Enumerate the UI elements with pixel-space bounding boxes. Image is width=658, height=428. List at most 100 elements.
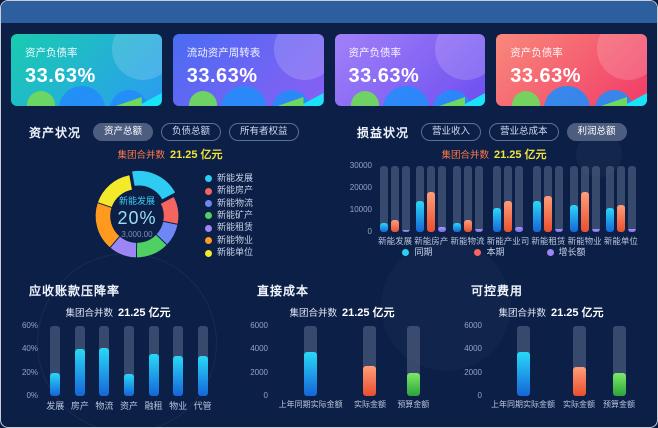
plot-area: 上年同期实际金额 实际金额 预算金额 <box>273 326 435 410</box>
bar-track <box>452 166 461 232</box>
donut-legend: 新能发展新能房产新能物流 新能矿产 新能租赁新能物业 新能单位 <box>204 172 253 258</box>
bar-track <box>474 166 483 232</box>
decor-blob <box>188 91 217 106</box>
asset-tab-0[interactable]: 资产总额 <box>93 122 154 142</box>
decor-blob <box>27 91 55 106</box>
bar-track <box>569 166 578 232</box>
bar-group-0: 新能发展 <box>378 166 412 246</box>
legend-item-4[interactable]: 新能租赁 <box>204 222 253 233</box>
bar-group-0: 上年同期实际金额 <box>491 326 555 410</box>
asset-subtitle-value: 21.25 亿元 <box>169 149 223 161</box>
controllable-panel-title: 可控费用 <box>471 283 524 298</box>
bar <box>99 348 110 396</box>
donut-slice-5 <box>94 201 121 249</box>
asset-tab-1[interactable]: 负债总额 <box>161 122 222 142</box>
legend-item-1[interactable]: 本期 <box>474 247 505 258</box>
bar-track <box>627 166 636 232</box>
legend-dot <box>204 237 212 245</box>
bar-track <box>438 166 447 232</box>
bar-group-0: 发展 <box>46 326 64 411</box>
bar <box>406 373 420 396</box>
bar-stack <box>612 326 626 396</box>
direct-cost-panel: 直接成本 集团合并数 21.25 亿元 0 2000 4000 6000 上年同期实际金额… <box>239 273 445 421</box>
y-axis-tick: 20% <box>21 367 38 377</box>
bar-group-2: 预算金额 <box>603 326 635 410</box>
bar-group-4: 新能租赁 <box>531 166 565 246</box>
bar <box>148 354 159 396</box>
decor-blob <box>544 86 591 106</box>
legend-item-0[interactable]: 同期 <box>402 247 432 258</box>
legend-label: 新能单位 <box>216 247 253 258</box>
kpi-card-value: 33.63% <box>25 65 96 87</box>
legend-item-6[interactable]: 新能单位 <box>204 247 253 258</box>
bar-track <box>99 326 110 396</box>
direct-cost-subtitle-label: 集团合并数 <box>289 308 337 319</box>
legend-label: 新能租赁 <box>216 222 253 233</box>
bar <box>627 229 636 232</box>
legend-label: 新能发展 <box>216 172 253 183</box>
bar-stack <box>363 326 377 396</box>
bar <box>380 223 389 232</box>
y-axis: 0 2000 4000 6000 <box>243 321 273 410</box>
legend-item-5[interactable]: 新能物业 <box>204 235 253 246</box>
decor-blob <box>59 86 105 106</box>
y-axis-tick: 60% <box>21 321 38 330</box>
asset-subtitle-label: 集团合并数 <box>117 150 165 161</box>
kpi-card-1[interactable]: 流动资产周转表 33.63% <box>172 34 324 106</box>
legend-item-3[interactable]: 新能矿产 <box>204 210 253 221</box>
asset-subtitle: 集团合并数 21.25 亿元 <box>11 146 329 162</box>
legend-item-0[interactable]: 新能发展 <box>204 172 253 184</box>
kpi-card-0[interactable]: 资产负债率 33.63% <box>11 34 162 106</box>
bar-stack <box>123 326 134 396</box>
bar-stack <box>74 326 85 396</box>
asset-tab-2[interactable]: 所有者权益 <box>229 122 299 142</box>
bar <box>514 226 523 232</box>
bar <box>605 207 614 232</box>
decor-blob <box>350 91 379 106</box>
bar-stack <box>605 166 636 232</box>
legend-item-2[interactable]: 新能物流 <box>204 198 253 209</box>
legend-item-1[interactable]: 新能房产 <box>204 185 253 196</box>
kpi-card-2[interactable]: 资产负债率 33.63% <box>334 34 486 106</box>
bar <box>569 204 578 232</box>
decor-blob <box>220 86 267 106</box>
bar-track <box>463 166 472 232</box>
bar <box>474 229 483 232</box>
bar-group-5: 新能物业 <box>568 166 602 246</box>
x-axis-label: 新能产业司 <box>486 236 530 246</box>
bar-track <box>304 326 318 396</box>
bar <box>580 192 589 232</box>
x-axis-label: 上年同期实际金额 <box>278 400 343 409</box>
bar-track <box>580 166 589 232</box>
bar <box>173 356 184 396</box>
kpi-card-3[interactable]: 资产负债率 33.63% <box>496 34 647 106</box>
donut-slice-1 <box>159 195 180 225</box>
asset-tabs: 资产总额 负债总额 所有者权益 <box>93 122 299 142</box>
bar-track <box>197 326 208 396</box>
profit-bar-chart: 0 10000 20000 30000 新能发展 新能房产 新能物流 新能产业司 新能租赁 新能物… <box>339 161 649 246</box>
profit-tab-0[interactable]: 营业收入 <box>421 122 482 142</box>
legend-dot <box>204 224 212 232</box>
plot-area: 发展 房产 物流 资产 融租 物业 代管 <box>43 326 215 411</box>
kpi-card-label: 资产负债率 <box>348 47 402 59</box>
legend-dot <box>546 249 554 257</box>
bar <box>74 349 85 396</box>
bar <box>197 356 208 396</box>
profit-tab-2[interactable]: 利润总额 <box>566 122 627 142</box>
top-header-bar <box>1 1 657 23</box>
y-axis-tick: 40% <box>21 344 38 354</box>
bar-track <box>363 326 377 396</box>
decor-blob <box>601 97 627 106</box>
legend-item-2[interactable]: 增长额 <box>546 247 586 258</box>
bar-track <box>74 326 85 396</box>
legend-dot <box>402 249 410 257</box>
kpi-cards: 资产负债率 33.63% 流动资产周转表 33.63% 资产负债率 33.63% 资产负债率… <box>11 34 647 106</box>
bar-group-2: 物流 <box>95 326 113 411</box>
y-axis-tick: 6000 <box>250 321 268 330</box>
bar-stack <box>99 326 110 396</box>
decor-blob <box>115 97 142 106</box>
profit-tab-1[interactable]: 营业总成本 <box>489 122 559 142</box>
decor-blob <box>512 91 541 106</box>
x-axis-label: 新能租赁 <box>531 236 566 246</box>
bar-group-1: 实际金额 <box>563 326 595 410</box>
